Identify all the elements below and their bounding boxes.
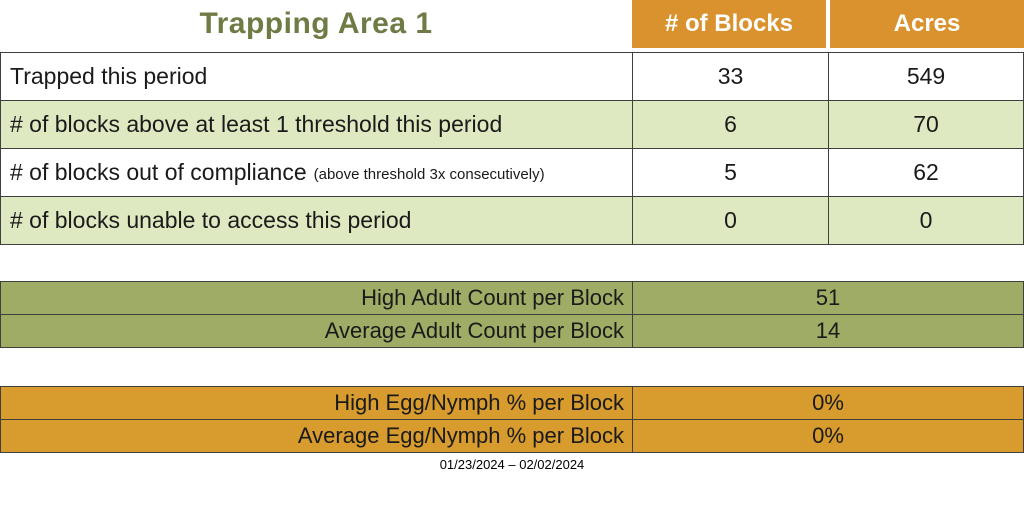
row-value: 51 [815,285,841,310]
cell-acres: 70 [913,111,939,137]
table-row: Trapped this period 33 549 [1,53,1023,101]
row-label: High Adult Count per Block [1,282,633,314]
cell-acres: 549 [906,63,946,89]
row-value: 14 [815,318,841,343]
header-divider [826,0,830,48]
row-label: # of blocks unable to access this period [1,197,633,244]
table-row: # of blocks above at least 1 threshold t… [1,101,1023,149]
column-header-blocks: # of Blocks [632,0,826,48]
table-row: High Egg/Nymph % per Block 0% [1,387,1023,420]
page-title: Trapping Area 1 [199,7,433,40]
cell-blocks: 33 [633,53,829,100]
row-label: # of blocks above at least 1 threshold t… [1,101,633,148]
column-header-acres: Acres [830,0,1024,48]
summary-table: Trapped this period 33 549 # of blocks a… [0,52,1024,245]
table-row: # of blocks unable to access this period… [1,197,1023,244]
row-label: # of blocks out of compliance (above thr… [1,149,633,196]
row-value: 0% [812,390,844,415]
cell-acres: 0 [919,207,933,233]
row-label: High Egg/Nymph % per Block [1,387,633,419]
row-value: 0% [812,423,844,448]
table-row: Average Egg/Nymph % per Block 0% [1,420,1023,452]
table-row: # of blocks out of compliance (above thr… [1,149,1023,197]
cell-blocks: 5 [633,149,829,196]
egg-nymph-table: High Egg/Nymph % per Block 0% Average Eg… [0,386,1024,453]
row-label: Average Egg/Nymph % per Block [1,420,633,452]
adult-count-table: High Adult Count per Block 51 Average Ad… [0,281,1024,348]
row-label: Trapped this period [1,53,633,100]
date-range: 01/23/2024 – 02/02/2024 [439,457,585,472]
cell-blocks: 6 [633,101,829,148]
table-row: High Adult Count per Block 51 [1,282,1023,315]
cell-blocks: 0 [633,197,829,244]
table-row: Average Adult Count per Block 14 [1,315,1023,347]
row-label: Average Adult Count per Block [1,315,633,347]
row-label-text: # of blocks out of compliance [10,159,307,185]
row-label-note: (above threshold 3x consecutively) [313,165,545,183]
title-cell: Trapping Area 1 [0,0,632,48]
header-row: Trapping Area 1 # of Blocks Acres [0,0,1024,48]
cell-acres: 62 [913,159,939,185]
